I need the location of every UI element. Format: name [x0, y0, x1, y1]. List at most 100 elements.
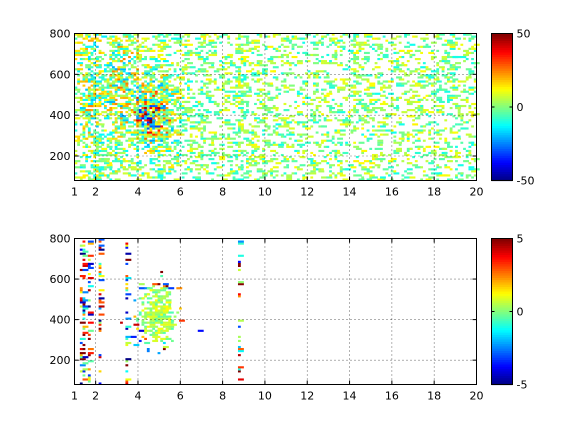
heatmap-cell [291, 62, 295, 65]
heatmap-cell [136, 96, 139, 99]
heatmap-cell [240, 119, 244, 122]
heatmap-cell [157, 315, 161, 318]
colorbar-swatch [491, 238, 513, 242]
heatmap-cell [213, 113, 220, 116]
heatmap-cell [288, 68, 292, 71]
heatmap-cell [409, 176, 416, 179]
heatmap-cell [112, 53, 115, 57]
heatmap-cell [152, 137, 156, 140]
heatmap-cell [87, 33, 91, 36]
heatmap-cell [275, 96, 279, 99]
heatmap-cell [141, 135, 145, 138]
heatmap-cell [299, 88, 306, 91]
heatmap-cell [109, 53, 113, 57]
heatmap-cell [85, 88, 89, 91]
heatmap-cell [286, 62, 290, 65]
heatmap-cell [109, 100, 116, 104]
heatmap-cell [259, 153, 266, 157]
heatmap-cell [243, 117, 247, 120]
heatmap-cell [93, 153, 97, 157]
heatmap-cell [144, 327, 147, 330]
heatmap-cell [87, 39, 94, 42]
heatmap-cell [109, 168, 113, 171]
heatmap-cell [114, 68, 118, 71]
heatmap-cell [168, 33, 172, 36]
heatmap-cell [371, 129, 375, 132]
heatmap-cell [321, 168, 324, 171]
heatmap-cell [141, 41, 145, 44]
heatmap-cell [313, 62, 319, 65]
heatmap-cell [120, 143, 123, 146]
heatmap-cell [165, 307, 172, 310]
heatmap-cell [149, 58, 156, 61]
heatmap-cell [162, 317, 169, 320]
heatmap-cell [465, 76, 472, 79]
heatmap-cell [200, 102, 204, 106]
heatmap-cell [109, 141, 113, 144]
heatmap-cell [449, 86, 453, 89]
colorbar-tick-label: -50 [517, 175, 535, 188]
heatmap-cell [280, 72, 284, 75]
heatmap-cell [240, 151, 244, 155]
heatmap-cell [232, 172, 239, 175]
heatmap-cell [422, 39, 426, 42]
heatmap-cell [197, 51, 201, 55]
heatmap-cell [366, 170, 373, 173]
heatmap-cell [187, 80, 193, 83]
heatmap-cell [149, 149, 156, 153]
colorbar-swatch [491, 284, 513, 288]
heatmap-cell [237, 82, 241, 85]
heatmap-cell [243, 137, 250, 140]
heatmap-cell [251, 149, 258, 153]
heatmap-cell [414, 100, 421, 104]
heatmap-cell [235, 119, 239, 122]
heatmap-cell [237, 135, 241, 138]
heatmap-cell [256, 147, 260, 150]
heatmap-cell [409, 115, 416, 118]
heatmap-cell [122, 53, 126, 57]
heatmap-cell [371, 107, 378, 110]
heatmap-cell [291, 145, 295, 148]
heatmap-cell [162, 88, 166, 91]
heatmap-cell [438, 137, 442, 140]
heatmap-cell [449, 33, 453, 36]
heatmap-cell [103, 162, 110, 165]
heatmap-cell [457, 129, 461, 132]
heatmap-cell [433, 121, 437, 124]
heatmap-cell [436, 123, 440, 126]
heatmap-cell [203, 164, 210, 167]
heatmap-cell [170, 90, 177, 93]
heatmap-cell [133, 323, 140, 326]
heatmap-cell [401, 62, 405, 65]
heatmap-cell [203, 60, 206, 63]
heatmap-cell [256, 33, 260, 36]
heatmap-cell [221, 164, 225, 167]
heatmap-cell [259, 170, 266, 173]
heatmap-cell [291, 131, 295, 134]
heatmap-cell [227, 156, 231, 159]
heatmap-cell [200, 33, 207, 36]
heatmap-cell [160, 275, 164, 278]
heatmap-cell [160, 311, 164, 314]
heatmap-cell [136, 72, 139, 75]
heatmap-cell [283, 37, 290, 40]
heatmap-cell [120, 76, 123, 79]
heatmap-cell [455, 145, 458, 148]
heatmap-cell [465, 121, 469, 124]
heatmap-cell [296, 74, 300, 77]
heatmap-cell [176, 311, 180, 314]
heatmap-cell [184, 68, 188, 71]
bottom-heatmap-cells [79, 238, 244, 385]
heatmap-cell [369, 84, 376, 87]
heatmap-cell [82, 277, 86, 280]
heatmap-cell [162, 45, 166, 48]
heatmap-cell [125, 289, 129, 292]
heatmap-cell [87, 378, 91, 381]
heatmap-cell [396, 68, 402, 71]
heatmap-cell [149, 100, 153, 104]
heatmap-cell [152, 92, 156, 95]
heatmap-cell [98, 33, 102, 36]
heatmap-cell [286, 35, 290, 38]
heatmap-cell [74, 49, 81, 52]
heatmap-cell [339, 170, 343, 173]
